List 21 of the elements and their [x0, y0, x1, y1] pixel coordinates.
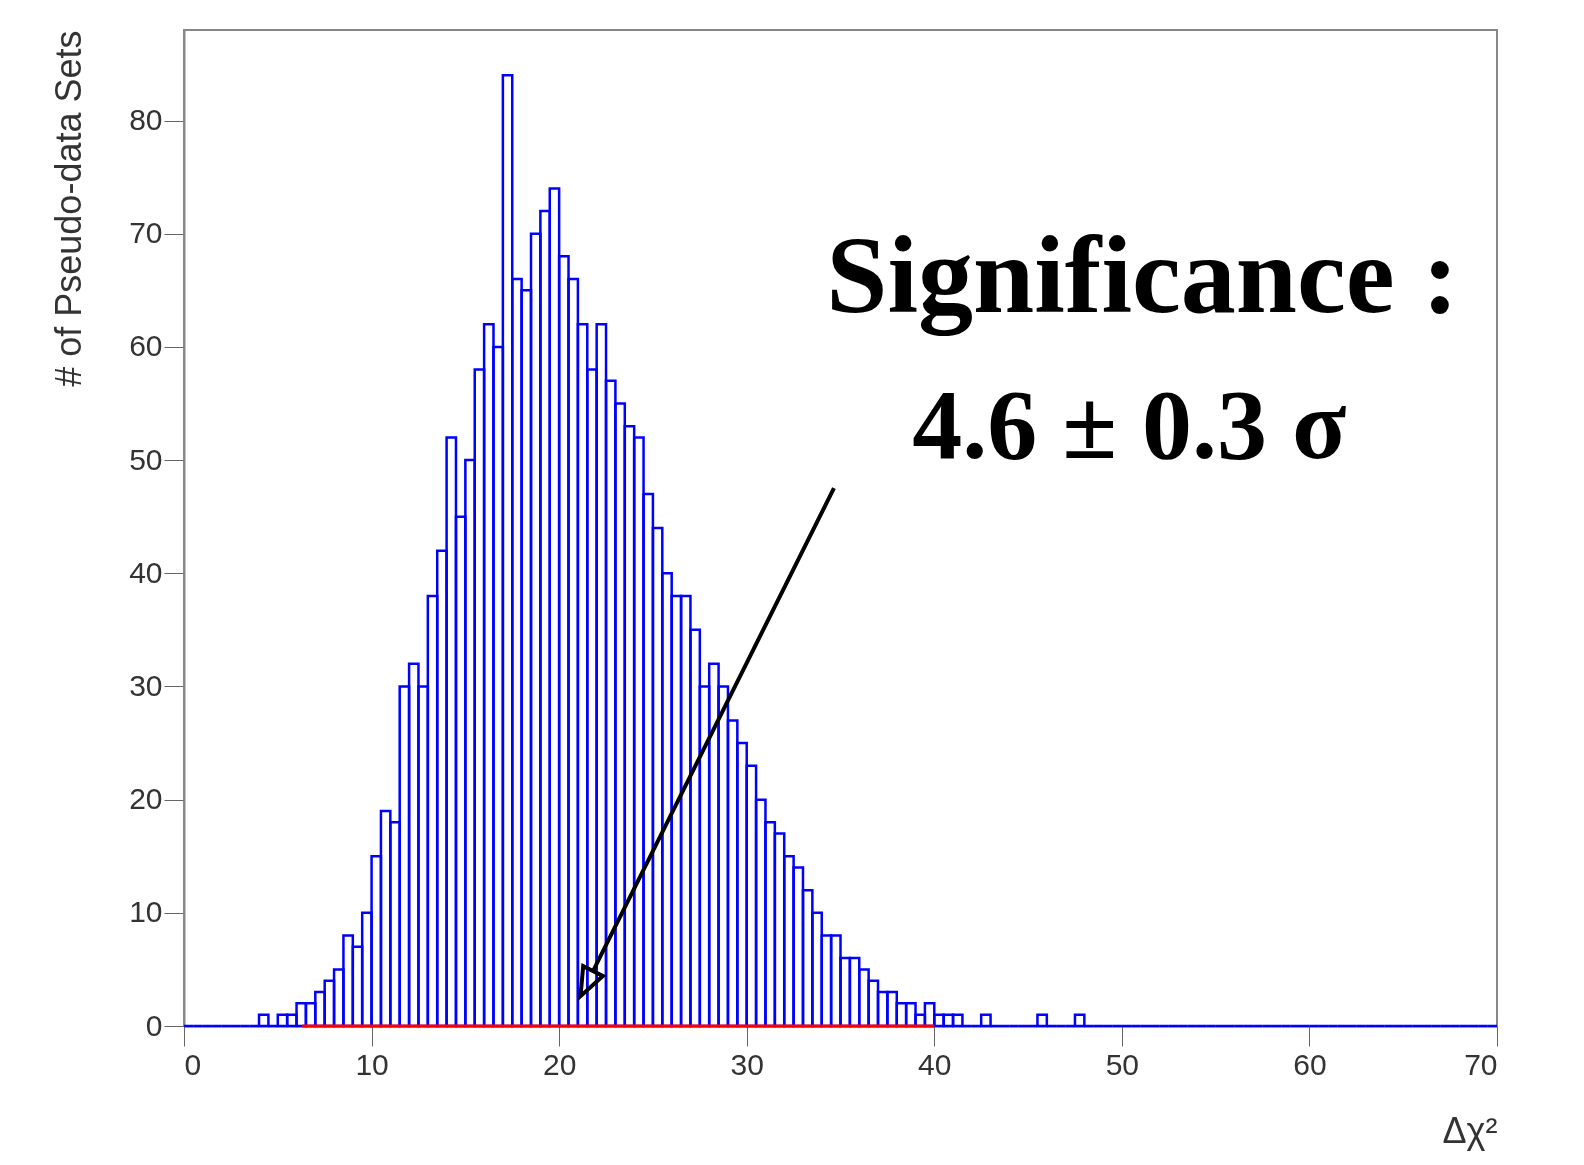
x-axis-title: Δχ² [1442, 1109, 1498, 1151]
y-tick-label: 0 [145, 1008, 163, 1042]
annotation: Significance : [826, 214, 1459, 336]
y-tick-label: 80 [129, 103, 163, 137]
x-tick-label: 30 [730, 1047, 764, 1081]
x-tick-label: 20 [542, 1047, 577, 1081]
y-tick-label: 20 [129, 782, 163, 816]
y-tick-label: 60 [129, 329, 163, 363]
x-tick-label: 50 [1105, 1047, 1140, 1081]
x-tick-label: 60 [1293, 1047, 1327, 1081]
y-tick-label: 70 [129, 216, 163, 250]
x-tick-label: 0 [184, 1047, 202, 1081]
x-tick-label: 70 [1464, 1047, 1498, 1081]
x-tick-label: 40 [918, 1047, 952, 1081]
y-axis-title: # of Pseudo-data Sets [48, 30, 90, 387]
y-tick-label: 50 [129, 442, 163, 476]
y-tick-label: 10 [129, 895, 163, 929]
y-tick-label: 30 [129, 668, 163, 702]
x-tick-label: 10 [355, 1047, 389, 1081]
annotation: 4.6 ± 0.3 σ [912, 369, 1347, 481]
y-tick-label: 40 [129, 555, 163, 589]
